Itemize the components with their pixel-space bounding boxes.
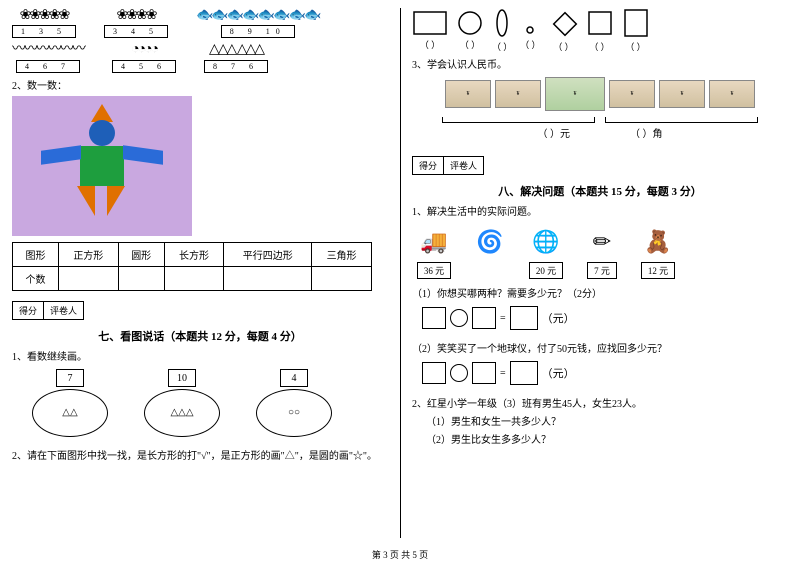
num-box: 4 5 6 bbox=[112, 60, 176, 73]
table-cell[interactable] bbox=[164, 266, 224, 290]
answer-paren[interactable]: （ ） bbox=[460, 38, 480, 51]
small-circle-icon bbox=[525, 10, 535, 36]
fan-icon: 🌀 bbox=[468, 224, 512, 260]
score-box: 得分 评卷人 bbox=[412, 156, 484, 175]
num-box: 8 7 6 bbox=[204, 60, 268, 73]
question-8-2: 2、红星小学一年级（3）班有男生45人，女生23人。 bbox=[412, 395, 788, 410]
grader-label: 评卷人 bbox=[443, 156, 484, 175]
column-divider bbox=[400, 8, 401, 538]
oval-number: 7 bbox=[56, 369, 84, 387]
oval-icon bbox=[495, 8, 509, 38]
banknote-icon: ¥ bbox=[659, 80, 705, 108]
equation-row[interactable]: =（元） bbox=[412, 361, 788, 385]
question-8-1: 1、解决生活中的实际问题。 bbox=[412, 203, 788, 218]
answer-paren[interactable]: （ ） bbox=[589, 40, 609, 53]
left-column: ❀❀❀❀❀ 1 3 5 ❀❀❀❀ 3 4 5 🐟🐟🐟🐟🐟🐟🐟🐟 8 9 10 〰〰〰〰… bbox=[0, 0, 400, 545]
unit-label: （元） bbox=[542, 365, 575, 381]
equation-row[interactable]: =（元） bbox=[412, 306, 788, 330]
table-cell[interactable] bbox=[224, 266, 312, 290]
table-cell[interactable] bbox=[312, 266, 372, 290]
oval-shape[interactable]: △△ bbox=[32, 389, 108, 437]
icon-triangles: △△△ △△△ bbox=[209, 42, 263, 57]
table-header: 图形 bbox=[13, 242, 59, 266]
question-3-label: 3、学会认识人民币。 bbox=[412, 56, 788, 71]
count-row-2: 〰〰〰〰〰〰 4 6 7 ◔◔◔◔ 4 5 6 △△△ △△△ 8 7 6 bbox=[12, 42, 388, 72]
banknote-icon: ¥ bbox=[445, 80, 491, 108]
price-label: 7 元 bbox=[587, 262, 617, 279]
ovals-row: 7 △△ 10 △△△ 4 ○○ bbox=[12, 369, 388, 437]
money-row: ¥ ¥ ¥ ¥ ¥ ¥ bbox=[412, 77, 788, 111]
shop-items-row: 🚚 36 元 🌀 🌐 20 元 ✏ 7 元 🧸 12 元 bbox=[412, 224, 788, 279]
answer-paren[interactable]: （ ） bbox=[420, 38, 440, 51]
question-8-1-2: （2）笑笑买了一个地球仪，付了50元钱，应找回多少元？ bbox=[412, 340, 788, 355]
circle-icon bbox=[456, 10, 484, 36]
truck-icon: 🚚 bbox=[412, 224, 456, 260]
banknote-icon: ¥ bbox=[495, 80, 541, 108]
table-row-label: 个数 bbox=[13, 266, 59, 290]
num-box: 3 4 5 bbox=[104, 25, 168, 38]
table-cell[interactable] bbox=[118, 266, 164, 290]
question-2-label: 2、数一数： bbox=[12, 77, 388, 92]
square-icon bbox=[587, 8, 613, 38]
table-header: 三角形 bbox=[312, 242, 372, 266]
grader-label: 评卷人 bbox=[43, 301, 84, 320]
table-cell[interactable] bbox=[58, 266, 118, 290]
answer-paren[interactable]: （ ） bbox=[625, 40, 645, 53]
answer-paren[interactable]: （ ） bbox=[553, 40, 573, 53]
score-box: 得分 评卷人 bbox=[12, 301, 84, 320]
page-footer: 第 3 页 共 5 页 bbox=[0, 548, 800, 561]
icon-leaves: 〰〰〰〰〰〰 bbox=[12, 42, 84, 57]
question-7-1: 1、看数继续画。 bbox=[12, 348, 388, 363]
oval-number: 10 bbox=[168, 369, 196, 387]
table-header: 圆形 bbox=[118, 242, 164, 266]
count-row-1: ❀❀❀❀❀ 1 3 5 ❀❀❀❀ 3 4 5 🐟🐟🐟🐟🐟🐟🐟🐟 8 9 10 bbox=[12, 8, 388, 38]
icon-fish: 🐟🐟🐟🐟🐟🐟🐟🐟 bbox=[196, 8, 319, 23]
num-box: 8 9 10 bbox=[221, 25, 295, 38]
rectangle-icon bbox=[412, 10, 448, 36]
yuan-answer[interactable]: （ ）元 bbox=[538, 125, 571, 140]
icon-garlic: ◔◔◔◔ bbox=[131, 42, 157, 57]
shapes-count-table: 图形 正方形 圆形 长方形 平行四边形 三角形 个数 bbox=[12, 242, 372, 291]
banknote-icon: ¥ bbox=[545, 77, 605, 111]
robot-figure bbox=[12, 96, 192, 236]
unit-label: （元） bbox=[542, 310, 575, 326]
table-header: 正方形 bbox=[58, 242, 118, 266]
question-8-2-1: （1）男生和女生一共多少人？ bbox=[412, 413, 788, 428]
price-label: 20 元 bbox=[529, 262, 563, 279]
banknote-icon: ¥ bbox=[609, 80, 655, 108]
pencil-case-icon: ✏ bbox=[580, 224, 624, 260]
rectangle-tall-icon bbox=[621, 8, 651, 38]
num-box: 1 3 5 bbox=[12, 25, 76, 38]
answer-paren[interactable]: （ ） bbox=[492, 40, 512, 53]
table-header: 长方形 bbox=[164, 242, 224, 266]
identify-shapes-row: （ ） （ ） （ ） （ ） （ ） （ ） （ ） bbox=[412, 8, 788, 53]
diamond-icon bbox=[549, 8, 579, 38]
icon-flowers: ❀❀❀❀❀ bbox=[20, 8, 69, 23]
num-box: 4 6 7 bbox=[16, 60, 80, 73]
question-8-2-2: （2）男生比女生多多少人？ bbox=[412, 431, 788, 446]
oval-shape[interactable]: △△△ bbox=[144, 389, 220, 437]
oval-shape[interactable]: ○○ bbox=[256, 389, 332, 437]
right-column: （ ） （ ） （ ） （ ） （ ） （ ） （ ） 3、学会认识人民币。 ¥… bbox=[400, 0, 800, 545]
score-label: 得分 bbox=[412, 156, 443, 175]
jiao-answer[interactable]: （ ）角 bbox=[630, 125, 663, 140]
banknote-icon: ¥ bbox=[709, 80, 755, 108]
answer-paren[interactable]: （ ） bbox=[520, 38, 540, 51]
oval-number: 4 bbox=[280, 369, 308, 387]
question-8-1-1: （1）你想买哪两种？需要多少元？（2分） bbox=[412, 285, 788, 300]
section-7-title: 七、看图说话（本题共 12 分，每题 4 分） bbox=[12, 328, 388, 344]
table-header: 平行四边形 bbox=[224, 242, 312, 266]
question-7-2: 2、请在下面图形中找一找，是长方形的打"√"，是正方形的画"△"，是圆的画"☆"… bbox=[12, 447, 388, 462]
price-label: 36 元 bbox=[417, 262, 451, 279]
icon-flowers: ❀❀❀❀ bbox=[117, 8, 156, 23]
score-label: 得分 bbox=[12, 301, 43, 320]
toy-icon: 🧸 bbox=[636, 224, 680, 260]
price-label: 12 元 bbox=[641, 262, 675, 279]
section-8-title: 八、解决问题（本题共 15 分，每题 3 分） bbox=[412, 183, 788, 199]
globe-icon: 🌐 bbox=[524, 224, 568, 260]
